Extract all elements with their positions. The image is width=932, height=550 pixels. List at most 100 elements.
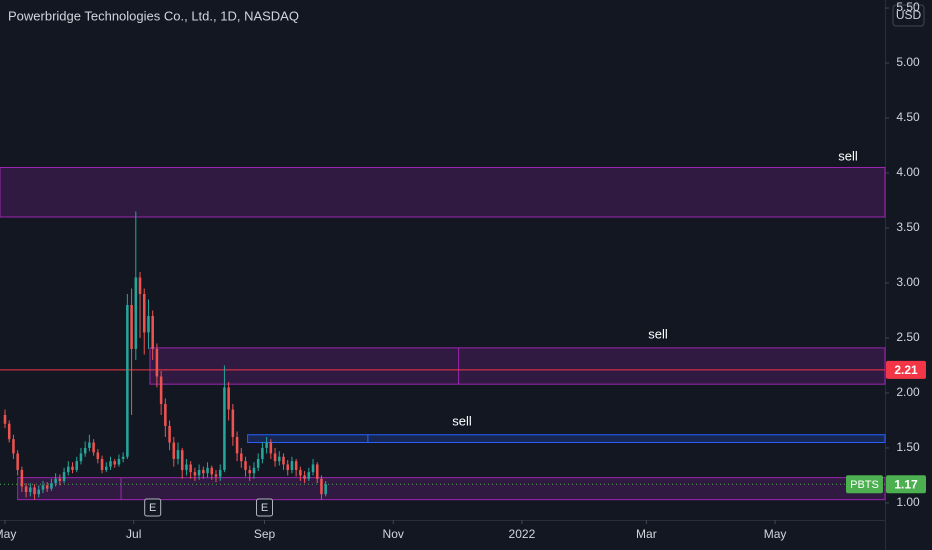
- candle-body: [41, 485, 45, 490]
- candle-body: [3, 414, 7, 424]
- candle-body: [126, 304, 129, 457]
- candle-body: [134, 277, 138, 349]
- candle-body: [256, 458, 260, 468]
- candle-body: [159, 376, 163, 404]
- candle-body: [202, 469, 205, 474]
- candle-body: [83, 447, 87, 454]
- candle-body: [50, 483, 53, 489]
- x-tick-label: May: [0, 527, 16, 541]
- candle-body: [286, 464, 289, 470]
- candle-body: [307, 472, 311, 479]
- candle-body: [164, 403, 167, 426]
- y-tick-label: 5.00: [896, 55, 920, 69]
- candle-body: [155, 348, 159, 377]
- candle-body: [261, 447, 264, 459]
- candle-body: [58, 478, 62, 481]
- candle-body: [185, 464, 188, 470]
- last-price-label: 1.17: [894, 477, 918, 491]
- candle-body: [100, 458, 104, 470]
- candle-body: [244, 461, 247, 470]
- candle-body: [311, 464, 315, 473]
- candle-body: [180, 450, 184, 470]
- candle-body: [75, 461, 78, 470]
- event-label: E: [149, 502, 156, 514]
- candle-body: [37, 489, 41, 495]
- candle-body: [320, 478, 323, 495]
- candle-body: [54, 478, 57, 484]
- candle-body: [210, 467, 214, 475]
- candle-body: [20, 469, 24, 487]
- candle-body: [113, 461, 116, 465]
- candle-body: [273, 453, 277, 462]
- candle-body: [214, 474, 218, 477]
- candle-body: [7, 423, 11, 440]
- currency-box[interactable]: [892, 4, 925, 27]
- candle-body: [29, 487, 32, 492]
- event-label: E: [261, 502, 268, 514]
- price-tag: [886, 360, 926, 379]
- candle-body: [197, 469, 201, 476]
- x-tick-label: 2022: [509, 527, 536, 541]
- x-tick-label: Mar: [636, 527, 657, 541]
- candle-body: [45, 485, 49, 489]
- candle-body: [235, 436, 239, 454]
- zone: [17, 477, 886, 501]
- y-tick-label: 3.50: [896, 220, 920, 234]
- candle-body: [206, 467, 209, 474]
- candle-body: [168, 425, 171, 443]
- event-marker: [256, 498, 274, 517]
- candle-body: [92, 442, 95, 453]
- zone: [0, 167, 886, 218]
- candle-body: [109, 461, 112, 467]
- candle-body: [303, 475, 306, 479]
- candle-body: [324, 484, 327, 495]
- candle-body: [265, 442, 268, 448]
- candle-body: [290, 461, 294, 470]
- symbol-tag-label: PBTS: [850, 479, 879, 491]
- zone-label: sell: [452, 413, 472, 428]
- candle-body: [231, 409, 235, 437]
- candle-body: [67, 466, 70, 473]
- candle-body: [223, 387, 226, 470]
- candle-body: [282, 456, 285, 465]
- candle-body: [299, 469, 302, 476]
- candle-body: [117, 458, 121, 465]
- candle-body: [71, 466, 74, 470]
- candle-body: [172, 442, 176, 459]
- candle-body: [218, 469, 222, 477]
- last-price-tag: [886, 475, 926, 494]
- zone: [149, 347, 886, 385]
- x-tick-label: Jul: [126, 527, 141, 541]
- candle-body: [138, 277, 142, 294]
- candle-body: [33, 487, 36, 495]
- x-tick-label: May: [764, 527, 787, 541]
- y-tick-label: 2.00: [896, 385, 920, 399]
- y-tick-label: 2.50: [896, 330, 920, 344]
- candle-body: [278, 456, 281, 462]
- candle-body: [62, 472, 66, 481]
- candle-body: [252, 467, 256, 474]
- candle-body: [88, 442, 91, 448]
- candle-body: [79, 453, 83, 462]
- candle-body: [294, 461, 298, 470]
- plot-area: [0, 167, 886, 501]
- candle-body: [248, 469, 252, 474]
- y-tick-label: 1.50: [896, 440, 920, 454]
- zone-label: sell: [648, 326, 668, 341]
- currency: USD: [896, 8, 922, 22]
- candle-body: [96, 452, 100, 459]
- candle-body: [121, 456, 125, 459]
- candle-body: [176, 450, 180, 459]
- candle-body: [105, 466, 108, 470]
- candle-body: [12, 439, 15, 454]
- price-tag-label: 2.21: [894, 363, 918, 377]
- candle-body: [189, 464, 192, 473]
- zone-label: sell: [838, 148, 858, 163]
- symbol-tag: [846, 475, 883, 494]
- candle-body: [269, 442, 273, 454]
- candle-body: [130, 304, 133, 349]
- candle-body: [315, 464, 319, 479]
- candle-body: [151, 315, 154, 349]
- chart-title: Powerbridge Technologies Co., Ltd., 1D, …: [8, 8, 299, 23]
